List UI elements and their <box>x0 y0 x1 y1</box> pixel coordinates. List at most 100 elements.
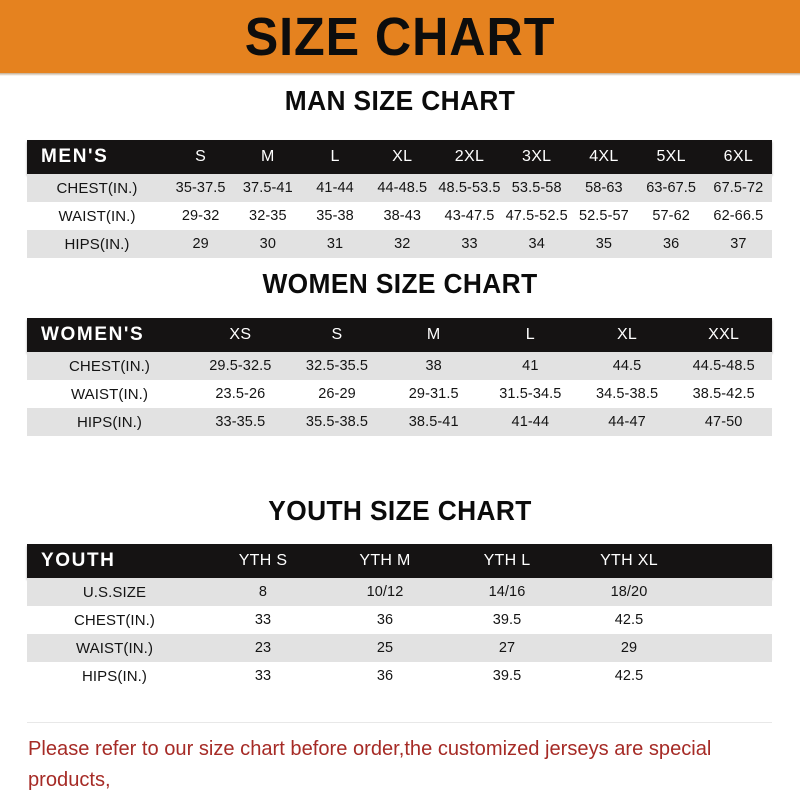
women-cell: 35.5-38.5 <box>305 414 369 430</box>
men-cell: 58-63 <box>585 180 623 196</box>
men-row-label: HIPS(IN.) <box>64 235 130 253</box>
men-corner-label: MEN'S <box>41 146 109 167</box>
men-header-row: MEN'S S M L XL 2XL 3XL 4XL 5XL 6XL <box>27 140 772 174</box>
women-cell: 26-29 <box>318 386 356 402</box>
men-section-title: MAN SIZE CHART <box>284 85 516 116</box>
men-column-header: M <box>261 148 275 165</box>
women-column-header: L <box>525 326 535 343</box>
men-cell: 36 <box>662 236 680 252</box>
women-cell: 44.5 <box>612 358 642 374</box>
women-cell: 44.5-48.5 <box>692 358 755 374</box>
youth-row-spacer <box>690 606 772 634</box>
women-section-title: WOMEN SIZE CHART <box>262 268 538 299</box>
women-row-label: WAIST(IN.) <box>70 385 149 403</box>
men-cell: 43-47.5 <box>444 208 495 224</box>
men-cell: 67.5-72 <box>713 180 764 196</box>
page-title: SIZE CHART <box>244 6 556 67</box>
women-cell: 34.5-38.5 <box>595 386 659 402</box>
men-cell: 29-32 <box>181 208 220 224</box>
men-cell: 52.5-57 <box>578 208 629 224</box>
table-row: U.S.SIZE 8 10/12 14/16 18/20 <box>27 578 772 606</box>
youth-column-header: YTH XL <box>600 552 658 569</box>
footer-divider <box>27 722 772 723</box>
men-cell: 47.5-52.5 <box>505 208 568 224</box>
table-row: HIPS(IN.) 33-35.5 35.5-38.5 38.5-41 41-44 44-… <box>27 408 772 436</box>
women-cell: 41-44 <box>511 414 550 430</box>
men-cell: 41-44 <box>316 180 354 196</box>
youth-row-label: U.S.SIZE <box>82 583 147 601</box>
women-column-header: XXL <box>708 326 740 343</box>
women-column-header: S <box>331 326 343 343</box>
men-column-header: 6XL <box>723 148 754 165</box>
women-cell: 31.5-34.5 <box>499 386 562 402</box>
youth-cell: 8 <box>258 584 268 600</box>
men-cell: 44-48.5 <box>377 180 428 196</box>
table-row: WAIST(IN.) 29-32 32-35 35-38 38-43 43-47.5 47.… <box>27 202 772 230</box>
men-column-header: 2XL <box>454 148 485 165</box>
women-cell: 38.5-41 <box>408 414 459 430</box>
table-row: HIPS(IN.) 33 36 39.5 42.5 <box>27 662 772 690</box>
youth-size-table: YOUTH YTH S YTH M YTH L YTH XL U.S.SIZE 8 10/12… <box>27 544 772 690</box>
youth-column-header: YTH L <box>483 552 531 569</box>
footer-note: Please refer to our size chart before or… <box>28 733 765 800</box>
men-column-header: S <box>195 148 207 165</box>
women-cell: 33-35.5 <box>215 414 266 430</box>
youth-cell: 10/12 <box>366 584 404 600</box>
table-row: WAIST(IN.) 23.5-26 26-29 29-31.5 31.5-34.5 34… <box>27 380 772 408</box>
footer-note-line-2: we don't accept cancel, change, teturn o… <box>28 795 765 800</box>
men-column-header: XL <box>392 148 413 165</box>
men-cell: 37.5-41 <box>242 180 293 196</box>
youth-row-spacer <box>690 662 772 690</box>
men-column-header: L <box>330 148 340 165</box>
youth-row-label: HIPS(IN.) <box>81 667 148 685</box>
women-corner-label: WOMEN'S <box>41 324 145 345</box>
women-column-header: XS <box>229 326 252 343</box>
table-row: CHEST(IN.) 35-37.5 37.5-41 41-44 44-48.5 48.5… <box>27 174 772 202</box>
men-column-header: 5XL <box>656 148 686 165</box>
youth-cell: 27 <box>498 640 516 656</box>
women-cell: 44-47 <box>608 414 646 430</box>
youth-cell: 36 <box>376 612 394 628</box>
youth-cell: 33 <box>254 612 272 628</box>
men-cell: 35-38 <box>316 208 354 224</box>
men-size-table: MEN'S S M L XL 2XL 3XL 4XL 5XL 6XL CHEST(IN.) 35-37… <box>27 140 772 258</box>
youth-cell: 39.5 <box>492 612 522 628</box>
table-row: CHEST(IN.) 33 36 39.5 42.5 <box>27 606 772 634</box>
youth-cell: 42.5 <box>614 612 644 628</box>
women-cell: 32.5-35.5 <box>305 358 369 374</box>
youth-column-header: YTH S <box>238 552 288 569</box>
women-row-label: CHEST(IN.) <box>69 357 150 375</box>
youth-cell: 25 <box>376 640 394 656</box>
youth-cell: 14/16 <box>488 584 526 600</box>
men-cell: 30 <box>259 236 276 252</box>
youth-column-header: YTH M <box>359 552 411 569</box>
youth-header-spacer <box>690 544 772 578</box>
women-header-row: WOMEN'S XS S M L XL XXL <box>27 318 772 352</box>
men-cell: 29 <box>192 236 209 252</box>
men-cell: 35-37.5 <box>175 180 226 196</box>
women-cell: 47-50 <box>704 414 743 430</box>
table-row: WAIST(IN.) 23 25 27 29 <box>27 634 772 662</box>
men-cell: 63-67.5 <box>646 180 697 196</box>
women-column-header: XL <box>616 326 638 343</box>
women-size-table: WOMEN'S XS S M L XL XXL CHEST(IN.) 29.5-32.5 32.5… <box>27 318 772 436</box>
men-cell: 57-62 <box>652 208 690 224</box>
table-row: CHEST(IN.) 29.5-32.5 32.5-35.5 38 41 44.5 44.5… <box>27 352 772 380</box>
women-cell: 29.5-32.5 <box>209 358 272 374</box>
men-column-header: 4XL <box>589 148 619 165</box>
men-cell: 62-66.5 <box>713 208 764 224</box>
men-cell: 32 <box>394 236 411 252</box>
men-cell: 38-43 <box>383 208 422 224</box>
women-column-header: M <box>426 326 441 343</box>
men-cell: 33 <box>461 236 478 252</box>
youth-row-label: CHEST(IN.) <box>74 611 155 629</box>
men-cell: 32-35 <box>249 208 287 224</box>
youth-cell: 33 <box>254 668 272 684</box>
men-row-label: WAIST(IN.) <box>58 207 136 225</box>
youth-section-title: YOUTH SIZE CHART <box>268 495 532 526</box>
youth-cell: 42.5 <box>614 668 644 684</box>
table-row: HIPS(IN.) 29 30 31 32 33 34 35 36 37 <box>27 230 772 258</box>
men-cell: 37 <box>730 236 747 252</box>
banner-shadow <box>0 73 800 76</box>
